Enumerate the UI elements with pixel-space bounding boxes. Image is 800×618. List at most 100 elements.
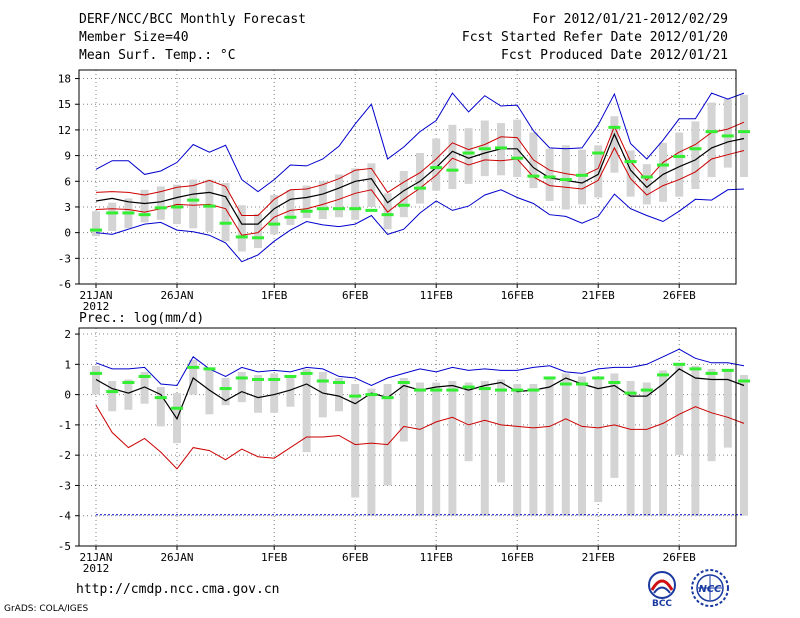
median-marker xyxy=(527,388,540,392)
median-marker xyxy=(543,175,556,179)
ensemble-box xyxy=(448,124,457,189)
y-tick-label: 15 xyxy=(58,98,71,111)
ensemble-box xyxy=(318,371,327,418)
median-marker xyxy=(576,382,588,386)
median-marker xyxy=(316,207,329,211)
median-marker xyxy=(511,388,524,392)
ensemble-box xyxy=(448,380,457,516)
median-marker xyxy=(300,209,313,213)
median-markers xyxy=(90,362,750,410)
source-url[interactable]: http://cmdp.ncc.cma.gov.cn xyxy=(76,582,280,597)
x-tick-label: 11FEB xyxy=(420,551,453,564)
ensemble-box xyxy=(707,102,716,177)
ensemble-box xyxy=(156,186,165,220)
median-marker xyxy=(397,381,410,384)
ensemble-box xyxy=(108,202,117,231)
ensemble-box xyxy=(740,94,748,177)
ensemble-box xyxy=(610,116,619,173)
ensemble-box xyxy=(189,359,198,395)
ensemble-box xyxy=(140,371,149,404)
ensemble-box xyxy=(675,362,684,456)
median-marker xyxy=(138,374,151,378)
x-tick-label: 26FEB xyxy=(663,551,696,564)
median-marker xyxy=(721,134,734,138)
ensemble-box xyxy=(610,373,619,478)
ensemble-box xyxy=(416,153,424,204)
median-marker xyxy=(203,367,216,371)
member-size-label: Member Size=40 xyxy=(79,30,189,45)
median-marker xyxy=(673,362,686,366)
median-marker xyxy=(138,213,151,217)
ensemble-box xyxy=(740,374,748,516)
ensemble-box xyxy=(140,189,149,223)
y-tick-label: 6 xyxy=(64,175,71,188)
median-marker xyxy=(219,387,232,391)
y-tick-label: 3 xyxy=(64,201,71,214)
median-marker xyxy=(187,365,200,369)
ensemble-box xyxy=(351,384,360,498)
y-tick-label: -3 xyxy=(58,252,71,265)
median-marker xyxy=(657,163,669,167)
precipitation-panel: -5 -4 -3 -2 -1 0 1 2 21JAN 26JAN 1FEB 6FEB 11FEB 16FE… xyxy=(58,311,750,575)
ensemble-box xyxy=(626,380,635,516)
median-marker xyxy=(122,211,135,215)
x-tick-label: 11FEB xyxy=(420,289,453,302)
ensemble-box xyxy=(318,181,327,219)
ensemble-box xyxy=(675,132,684,197)
ensemble-box xyxy=(529,384,538,516)
median-marker xyxy=(446,168,459,172)
ensemble-box xyxy=(594,145,603,198)
ensemble-box xyxy=(156,387,165,427)
x-tick-label: 21FEB xyxy=(582,551,615,564)
ensemble-box xyxy=(561,145,570,210)
x-tick-label: 21JAN xyxy=(79,289,112,302)
median-marker xyxy=(624,391,637,395)
y-tick-label: -3 xyxy=(58,479,71,492)
median-marker xyxy=(673,154,686,158)
bcc-logo-text: BCC xyxy=(652,599,672,608)
forecast-started-date: Fcst Started Refer Date 2012/01/20 xyxy=(461,30,728,45)
y-tick-label: -6 xyxy=(58,278,71,291)
ensemble-box xyxy=(221,182,230,242)
y-tick-label: 18 xyxy=(58,73,71,86)
ensemble-box xyxy=(416,382,424,516)
median-marker xyxy=(640,388,653,392)
ensemble-boxes xyxy=(92,359,748,516)
median-marker xyxy=(495,388,507,392)
y-tick-label: -1 xyxy=(58,419,71,432)
ensemble-box xyxy=(335,174,343,218)
median-marker xyxy=(446,388,459,392)
forecast-produced-date: Fcst Produced Date 2012/01/21 xyxy=(501,48,728,63)
ensemble-box xyxy=(221,377,230,406)
x-tick-label: 6FEB xyxy=(342,289,369,302)
median-marker xyxy=(462,151,475,155)
x-year-label: 2012 xyxy=(83,562,110,575)
median-marker xyxy=(235,235,248,239)
ensemble-box xyxy=(302,185,311,219)
ensemble-box xyxy=(270,373,279,413)
variable-label: Mean Surf. Temp.: °C xyxy=(79,48,236,63)
ensemble-box xyxy=(383,384,392,486)
y-tick-label: -5 xyxy=(58,540,71,553)
median-marker xyxy=(268,222,281,226)
ensemble-box xyxy=(270,194,279,235)
x-tick-label: 21JAN xyxy=(79,551,112,564)
bcc-logo-icon: BCC xyxy=(648,571,676,608)
median-marker xyxy=(381,213,394,217)
y-tick-label: -2 xyxy=(58,449,71,462)
y-tick-label: 0 xyxy=(64,227,71,240)
ensemble-box xyxy=(399,171,408,218)
ensemble-box xyxy=(723,99,732,168)
median-marker xyxy=(154,396,167,400)
median-marker xyxy=(543,376,556,380)
x-year-label: 2012 xyxy=(83,300,110,313)
ensemble-box xyxy=(335,377,343,412)
median-marker xyxy=(252,236,264,240)
ensemble-box xyxy=(286,189,295,225)
series-line-max xyxy=(95,348,745,387)
ensemble-box xyxy=(723,368,732,448)
median-marker xyxy=(154,206,167,210)
median-marker xyxy=(349,394,362,398)
ensemble-box xyxy=(545,379,554,516)
ensemble-box xyxy=(432,138,441,191)
